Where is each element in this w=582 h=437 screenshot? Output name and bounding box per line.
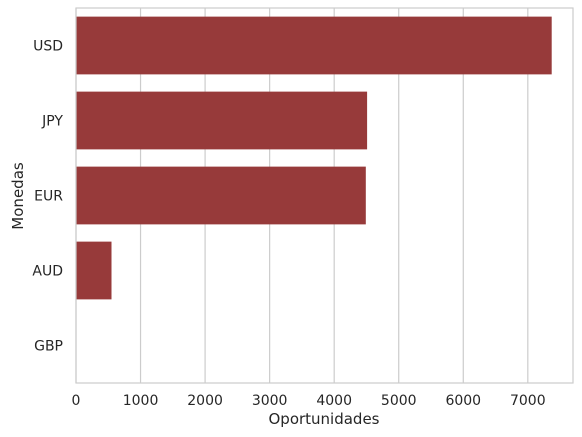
x-tick-label: 5000 — [381, 393, 417, 409]
x-tick-label: 6000 — [445, 393, 481, 409]
bar-aud — [76, 241, 112, 300]
y-tick-labels: USD JPY EUR AUD GBP — [32, 39, 63, 355]
bars-layer — [76, 16, 552, 300]
y-tick-label-eur: EUR — [34, 189, 63, 205]
bar-usd — [76, 16, 552, 75]
bar-jpy — [76, 91, 368, 150]
bar-eur — [76, 166, 366, 225]
x-tick-label: 2000 — [187, 393, 223, 409]
x-tick-labels: 0 1000 2000 3000 4000 5000 6000 7000 — [72, 393, 546, 409]
y-tick-label-jpy: JPY — [41, 114, 63, 130]
x-tick-label: 4000 — [316, 393, 352, 409]
y-tick-label-usd: USD — [33, 39, 63, 55]
y-axis-label: Monedas — [9, 162, 27, 230]
x-tick-label: 0 — [72, 393, 81, 409]
x-tick-label: 1000 — [123, 393, 159, 409]
x-axis-label: Oportunidades — [268, 410, 379, 428]
x-tick-label: 7000 — [510, 393, 546, 409]
x-tick-label: 3000 — [252, 393, 288, 409]
plot-frame — [75, 7, 574, 384]
y-tick-label-aud: AUD — [32, 264, 63, 280]
y-tick-label-gbp: GBP — [34, 339, 63, 355]
